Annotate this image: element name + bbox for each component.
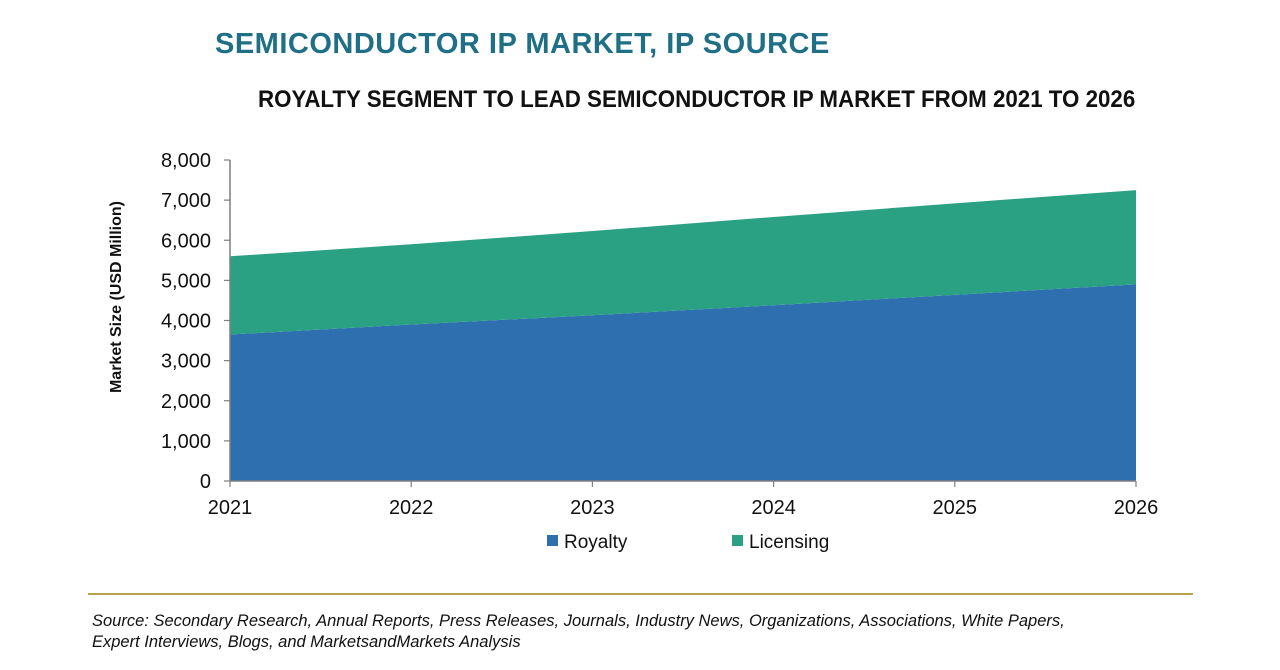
source-line-2: Expert Interviews, Blogs, and Marketsand…: [92, 633, 521, 651]
series-area-licensing: [230, 190, 1136, 335]
legend-label-royalty: Royalty: [564, 532, 628, 553]
y-tick-label: 3,000: [161, 351, 211, 373]
stacked-area-chart: 0 1,000 2,000 3,000 4,000 5,000 6,000 7,000 8,00…: [108, 150, 1159, 553]
source-note: Source: Secondary Research, Annual Repor…: [92, 611, 1192, 653]
y-tick-label: 7,000: [161, 190, 211, 212]
legend-swatch-royalty: [547, 535, 558, 546]
x-tick-label: 2024: [751, 497, 796, 519]
y-tick-label: 6,000: [161, 230, 211, 252]
source-line-1: Source: Secondary Research, Annual Repor…: [92, 612, 1065, 630]
y-tick-label: 8,000: [161, 150, 211, 172]
y-tick-label: 1,000: [161, 431, 211, 453]
chart-subtitle: ROYALTY SEGMENT TO LEAD SEMICONDUCTOR IP…: [258, 86, 1136, 113]
footer-divider: [88, 593, 1193, 595]
x-tick-label: 2025: [933, 497, 978, 519]
chart-title: SEMICONDUCTOR IP MARKET, IP SOURCE: [215, 28, 830, 60]
y-axis-label: Market Size (USD Million): [108, 201, 125, 393]
x-tick-label: 2021: [208, 497, 253, 519]
legend-swatch-licensing: [732, 535, 743, 546]
y-tick-label: 4,000: [161, 311, 211, 333]
legend-label-licensing: Licensing: [749, 532, 829, 553]
y-tick-label: 5,000: [161, 270, 211, 292]
y-tick-label: 0: [200, 471, 211, 493]
x-tick-label: 2022: [389, 497, 434, 519]
x-tick-label: 2023: [570, 497, 615, 519]
x-tick-label: 2026: [1114, 497, 1159, 519]
y-tick-label: 2,000: [161, 391, 211, 413]
series-area-royalty: [230, 284, 1136, 481]
